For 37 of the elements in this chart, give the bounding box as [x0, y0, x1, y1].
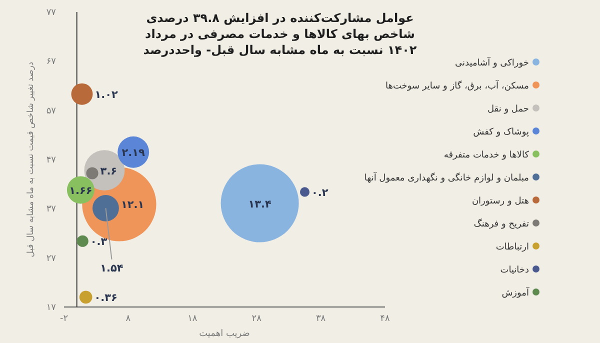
- legend-label: دخانیات: [500, 266, 529, 276]
- legend-label: مسکن، آب، برق، گاز و سایر سوخت‌ها: [385, 80, 530, 92]
- legend-label: خوراکی و آشامیدنی: [455, 56, 529, 68]
- x-axis-title: ضریب اهمیت: [199, 329, 250, 339]
- legend-label: پوشاک و کفش: [473, 128, 530, 138]
- legend-label: حمل و نقل: [487, 104, 529, 114]
- y-tick-label: ۵۷: [46, 106, 56, 116]
- annotation: ۱۳.۴: [248, 198, 272, 210]
- x-tick-label: ۲۸: [252, 314, 262, 324]
- legend-label: هتل و رستوران: [472, 196, 530, 206]
- annotation: ۱.۵۴: [100, 262, 124, 274]
- legend-label: ارتباطات: [496, 242, 529, 252]
- y-tick-label: ۶۷: [46, 57, 56, 68]
- legend-label: آموزش: [502, 286, 530, 298]
- y-tick-label: ۱۷: [46, 303, 56, 313]
- annotation: ۰.۲: [312, 186, 329, 199]
- annotation: ۰.۳: [90, 236, 108, 248]
- x-tick-label: ۱۸: [188, 314, 198, 324]
- annotation: ۱۲.۱: [120, 199, 144, 212]
- y-tick-label: ۲۷: [46, 254, 56, 264]
- legend-label: کالاها و خدمات متفرقه: [444, 150, 530, 160]
- y-axis-title: درصد تغییر شاخص قیمت نسبت به ماه مشابه سال قبل: [26, 62, 36, 258]
- annotation: ۲.۱۹: [122, 147, 146, 160]
- annotation: ۳.۶: [100, 165, 118, 178]
- x-tick-label: ۴۸: [380, 314, 390, 324]
- legend-label: مبلمان و لوازم خانگی و نگهداری معمول آنها: [364, 172, 530, 184]
- x-tick-label: -۲: [60, 314, 68, 324]
- x-tick-label: ۸: [126, 314, 131, 324]
- x-tick-label: ۳۸: [316, 314, 326, 324]
- annotation: ۰.۳۶: [94, 292, 118, 304]
- y-tick-label: ۷۷: [46, 8, 56, 18]
- text: عوامل مشارکت‌کننده در افزایش ۳۹.۸ درصدی شاخص بهای کالاها و خدمات مصرفی در مرداد ۱۴۰۲ نسبت به ماه مشابه سال قبل- واحددرصد: [143, 11, 418, 57]
- legend-label: تفریح و فرهنگ: [474, 218, 530, 230]
- y-tick-label: ۴۷: [46, 156, 56, 166]
- annotation: ۱.۶۶: [69, 184, 92, 197]
- annotation: ۱.۰۲: [94, 89, 119, 102]
- y-tick-label: ۳۷: [46, 204, 56, 215]
